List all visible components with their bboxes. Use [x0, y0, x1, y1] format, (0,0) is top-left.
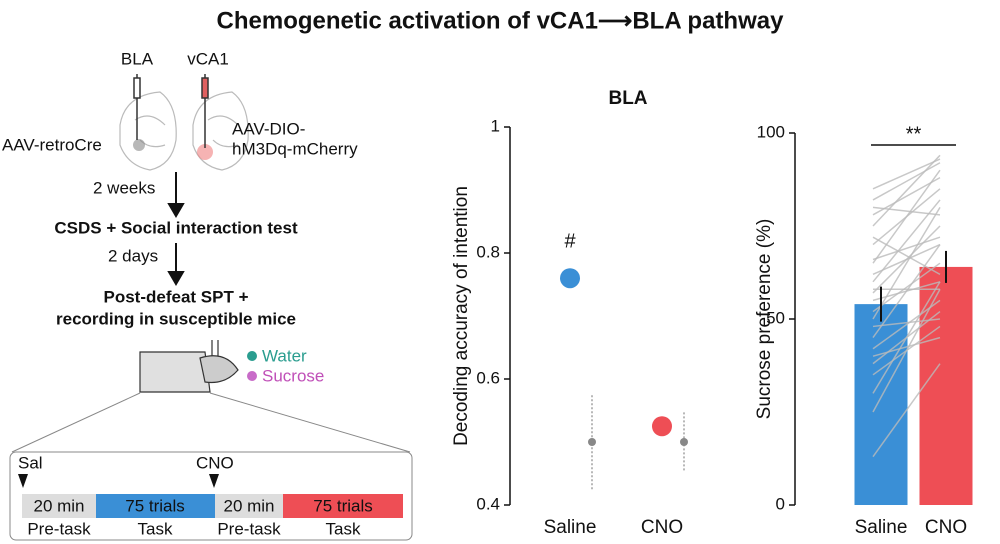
paired-line	[872, 363, 941, 458]
bar	[854, 304, 908, 505]
y-tick-label: 50	[766, 308, 785, 327]
paired-line	[872, 318, 941, 328]
virus-label: hM3Dq-mCherry	[232, 139, 358, 158]
y-tick-label: 1	[491, 116, 500, 135]
step-label: CSDS + Social interaction test	[54, 218, 298, 237]
bar	[919, 266, 973, 505]
injection-label: CNO	[196, 453, 234, 472]
y-axis-label: Sucrose preference (%)	[754, 219, 775, 420]
paired-line	[872, 288, 941, 413]
paired-line	[872, 154, 941, 227]
paired-line	[872, 336, 941, 357]
brain-sketches	[119, 91, 249, 171]
paired-line	[872, 236, 941, 276]
site-label: BLA	[121, 49, 154, 68]
injection-label: Sal	[18, 453, 43, 472]
phase-label: Pre-task	[27, 519, 91, 538]
paired-line	[872, 158, 941, 190]
timeline-box	[9, 392, 413, 541]
y-tick-label: 0.6	[476, 368, 500, 387]
phase-label: Task	[326, 519, 361, 538]
accuracy-dot	[652, 416, 672, 437]
block-label: 75 trials	[313, 496, 373, 515]
x-tick-label: CNO	[641, 517, 683, 538]
annotation: #	[564, 230, 576, 252]
accuracy-dot	[560, 268, 580, 289]
virus-label: AAV-retroCre	[2, 135, 102, 154]
annotation: **	[906, 123, 922, 145]
chart-title: BLA	[608, 88, 647, 109]
step-label: recording in susceptible mice	[56, 309, 296, 328]
y-tick-label: 0.8	[476, 242, 500, 261]
paired-line	[872, 188, 941, 246]
step-label: 2 days	[108, 246, 158, 265]
paired-line	[872, 281, 941, 302]
y-tick-label: 0	[776, 494, 785, 513]
bla-site	[133, 139, 145, 151]
shuffle-dot	[588, 438, 596, 446]
phase-label: Task	[138, 519, 173, 538]
paired-line	[872, 262, 941, 313]
vca1-site	[197, 144, 213, 160]
y-tick-label: 100	[757, 122, 785, 141]
step-label: Post-defeat SPT +	[103, 287, 248, 306]
paired-line	[872, 206, 941, 216]
bottle-label: Sucrose	[262, 366, 324, 385]
block-label: 75 trials	[125, 496, 185, 515]
shuffle-dot	[680, 438, 688, 446]
paired-line	[872, 162, 941, 201]
site-label: vCA1	[187, 49, 229, 68]
block-label: 20 min	[223, 496, 274, 515]
bottle-label: Water	[262, 346, 307, 365]
step-label: 2 weeks	[93, 178, 155, 197]
paired-line	[872, 207, 941, 320]
y-tick-label: 0.4	[476, 494, 500, 513]
block-label: 20 min	[33, 496, 84, 515]
virus-label: AAV-DIO-	[232, 119, 305, 138]
paired-line	[872, 236, 941, 261]
mouse-sketch	[139, 340, 257, 393]
phase-label: Pre-task	[217, 519, 281, 538]
x-tick-label: CNO	[925, 517, 967, 538]
syringes	[133, 74, 209, 148]
figure-title: Chemogenetic activation of vCA1⟶BLA path…	[217, 7, 785, 34]
paired-line	[872, 243, 941, 276]
x-tick-label: Saline	[544, 517, 597, 538]
x-tick-label: Saline	[855, 517, 908, 538]
y-axis-label: Decoding accuracy of intention	[451, 186, 472, 446]
arrows	[167, 172, 185, 286]
